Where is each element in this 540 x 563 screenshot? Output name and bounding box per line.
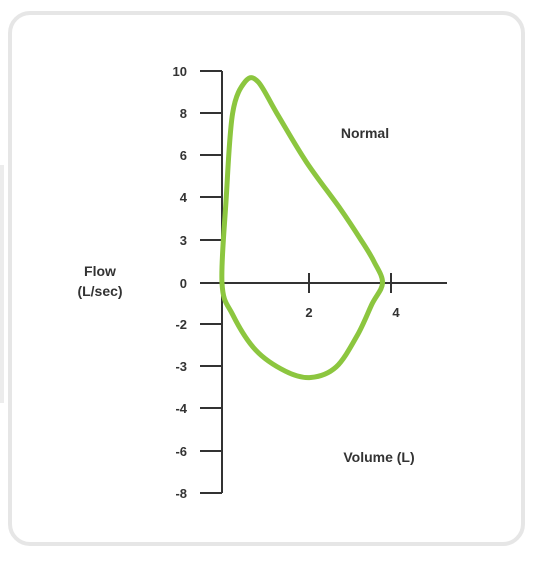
y-tick-label: -4	[175, 401, 187, 416]
y-tick-label: -2	[175, 317, 187, 332]
y-tick-label: -3	[175, 359, 187, 374]
y-tick-label: 8	[180, 106, 187, 121]
y-tick-label: 6	[180, 148, 187, 163]
y-axis-label-line1: Flow	[84, 263, 116, 279]
tick-marks	[200, 70, 392, 494]
flow-volume-loop	[219, 75, 385, 381]
y-tick-label: 10	[173, 64, 187, 79]
x-tick-label: 4	[392, 305, 400, 320]
y-tick-label: -6	[175, 444, 187, 459]
y-tick-label: -8	[175, 486, 187, 501]
chart-card	[8, 11, 525, 546]
tick-labels: 10 8 6 4 3 0 -2 -3 -4 -6 -8 2 4	[173, 64, 401, 501]
y-tick-label: 0	[180, 276, 187, 291]
axes	[221, 71, 447, 493]
y-tick-label: 4	[180, 190, 188, 205]
x-tick-label: 2	[305, 305, 312, 320]
left-edge-bar	[0, 165, 4, 403]
x-axis-label: Volume (L)	[343, 449, 414, 465]
y-axis-label-line2: (L/sec)	[77, 283, 122, 299]
curve-annotation-normal: Normal	[341, 125, 389, 141]
y-tick-label: 3	[180, 233, 187, 248]
